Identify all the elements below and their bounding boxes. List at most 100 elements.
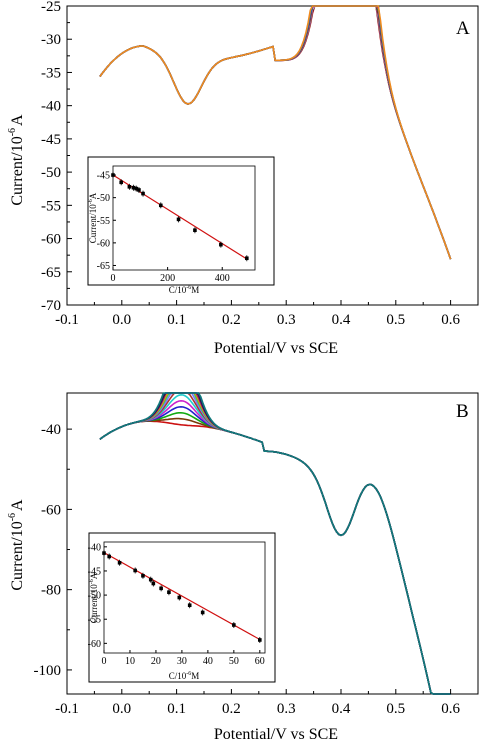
panel-b-ylabel: Current/10-6A xyxy=(7,499,26,591)
inset-data-point xyxy=(187,603,192,608)
y-tick-label: -70 xyxy=(41,298,61,314)
inset-data-point xyxy=(134,186,139,191)
panel-a-inset-plot-area xyxy=(112,165,256,271)
inset-data-point xyxy=(117,560,122,565)
inset-data-point xyxy=(102,551,106,555)
inset-data-point xyxy=(133,568,137,573)
x-tick-label: 0.0 xyxy=(112,701,131,717)
inset-y-tick-label: -50 xyxy=(97,193,110,204)
inset-data-point xyxy=(193,228,197,233)
panel-b-inset-plot-area xyxy=(103,541,266,654)
inset-data-point xyxy=(167,590,171,594)
panel-a-ticks: -0.1 0.0 0.1 0.2 0.3 0.4 0.5 0.6 -70 -65 -60 -55 -50… xyxy=(41,0,460,328)
x-tick-label: 0.5 xyxy=(386,312,405,328)
y-tick-label: -100 xyxy=(34,663,62,679)
inset-x-tick-label: 50 xyxy=(229,656,239,667)
panel-b-inset: 0 10 20 30 40 50 60 -40 -45 -50 -55 -60 C/10-6M Cur… xyxy=(88,532,276,683)
x-tick-label: -0.1 xyxy=(55,312,79,328)
panel-a-inset-content: 0 200 400 -45 -50 -55 -60 -65 xyxy=(97,171,249,284)
y-tick-label: -80 xyxy=(41,583,61,599)
panel-b-inset-background xyxy=(88,532,276,683)
inset-y-tick-label: -55 xyxy=(97,216,110,227)
x-tick-label: 0.2 xyxy=(222,701,241,717)
inset-data-point xyxy=(177,595,182,600)
x-tick-label: 0.2 xyxy=(222,312,241,328)
voltammogram-curve xyxy=(99,392,451,695)
inset-data-point xyxy=(245,256,249,261)
panel-a-ylabel: Current/10-6A xyxy=(7,114,26,206)
y-tick-label: -40 xyxy=(41,99,61,115)
y-tick-label: -45 xyxy=(41,132,61,148)
panel-b-frame xyxy=(66,392,479,695)
inset-x-tick-label: 40 xyxy=(203,656,213,667)
inset-y-tick-label: -60 xyxy=(88,639,101,650)
inset-data-point xyxy=(119,180,123,185)
inset-y-tick-label: -65 xyxy=(97,261,110,272)
panel-a-xlabel: Potential/V vs SCE xyxy=(214,340,338,357)
inset-data-point xyxy=(137,188,141,192)
inset-data-point xyxy=(219,242,223,247)
x-tick-label: 0.6 xyxy=(441,312,460,328)
y-tick-label: -55 xyxy=(41,198,61,214)
inset-data-point xyxy=(127,185,132,189)
inset-y-tick-label: -45 xyxy=(97,171,110,182)
y-tick-label: -50 xyxy=(41,165,61,181)
inset-y-tick-label: -50 xyxy=(88,591,101,602)
x-tick-label: -0.1 xyxy=(55,701,79,717)
inset-y-tick-label: -60 xyxy=(97,238,110,249)
inset-data-point xyxy=(232,623,236,627)
panel-b-inset-content: 0 10 20 30 40 50 60 -40 -45 -50 -55 -60 xyxy=(88,542,265,667)
panel-a-curves xyxy=(99,5,452,260)
inset-x-tick-label: 20 xyxy=(151,656,161,667)
x-tick-label: 0.4 xyxy=(332,701,351,717)
voltammogram-curve xyxy=(99,5,452,260)
y-tick-label: -65 xyxy=(41,265,61,281)
y-tick-label: -30 xyxy=(41,32,61,48)
panel-a-inset-ylabel: Current/10-6A xyxy=(88,192,98,243)
inset-data-point xyxy=(141,573,145,578)
inset-data-point xyxy=(131,185,136,190)
inset-data-point xyxy=(151,581,156,586)
inset-x-tick-label: 10 xyxy=(125,656,135,667)
x-tick-label: 0.1 xyxy=(167,312,186,328)
panel-b-inset-ylabel: Current/10-6A xyxy=(89,572,99,623)
inset-x-tick-label: 0 xyxy=(102,656,107,667)
inset-y-tick-label: -40 xyxy=(88,542,101,553)
panel-b-xlabel: Potential/V vs SCE xyxy=(214,726,338,743)
inset-data-point xyxy=(107,554,111,559)
panel-a-inset-xlabel: C/10-6M xyxy=(169,285,200,295)
y-tick-label: -60 xyxy=(41,232,61,248)
inset-y-tick-label: -45 xyxy=(88,566,101,577)
inset-data-point xyxy=(200,610,205,615)
panel-b: -0.1 0.0 0.1 0.2 0.3 0.4 0.5 0.6 -100 -80 -60 -40 B… xyxy=(7,392,479,743)
panel-a-label: A xyxy=(456,18,470,39)
inset-data-point xyxy=(148,577,153,582)
y-tick-label: -35 xyxy=(41,65,61,81)
panel-b-inset-xlabel: C/10-6M xyxy=(169,671,200,681)
panel-b-label: B xyxy=(456,401,469,422)
x-tick-label: 0.6 xyxy=(441,701,460,717)
inset-data-point xyxy=(176,217,181,222)
inset-y-tick-label: -55 xyxy=(88,615,101,626)
x-tick-label: 0.3 xyxy=(277,312,296,328)
inset-data-point xyxy=(159,586,163,591)
inset-data-point xyxy=(158,203,163,208)
x-tick-label: 0.4 xyxy=(332,312,351,328)
y-tick-label: -25 xyxy=(41,0,61,15)
inset-x-tick-label: 60 xyxy=(255,656,265,667)
panel-a-inset: 0 200 400 -45 -50 -55 -60 -65 C/10-6M Current/1… xyxy=(87,156,275,295)
inset-data-point xyxy=(111,173,115,177)
inset-data-point xyxy=(258,638,262,642)
inset-x-tick-label: 400 xyxy=(215,273,230,284)
x-tick-label: 0.1 xyxy=(167,701,186,717)
panel-b-curves xyxy=(99,392,451,695)
inset-x-tick-label: 30 xyxy=(177,656,187,667)
x-tick-label: 0.0 xyxy=(112,312,131,328)
x-tick-label: 0.5 xyxy=(386,701,405,717)
inset-x-tick-label: 0 xyxy=(111,273,116,284)
y-tick-label: -40 xyxy=(41,422,61,438)
inset-x-tick-label: 200 xyxy=(160,273,175,284)
y-tick-label: -60 xyxy=(41,502,61,518)
panel-a: -0.1 0.0 0.1 0.2 0.3 0.4 0.5 0.6 -70 -65 -60 -55 -50… xyxy=(7,0,479,357)
